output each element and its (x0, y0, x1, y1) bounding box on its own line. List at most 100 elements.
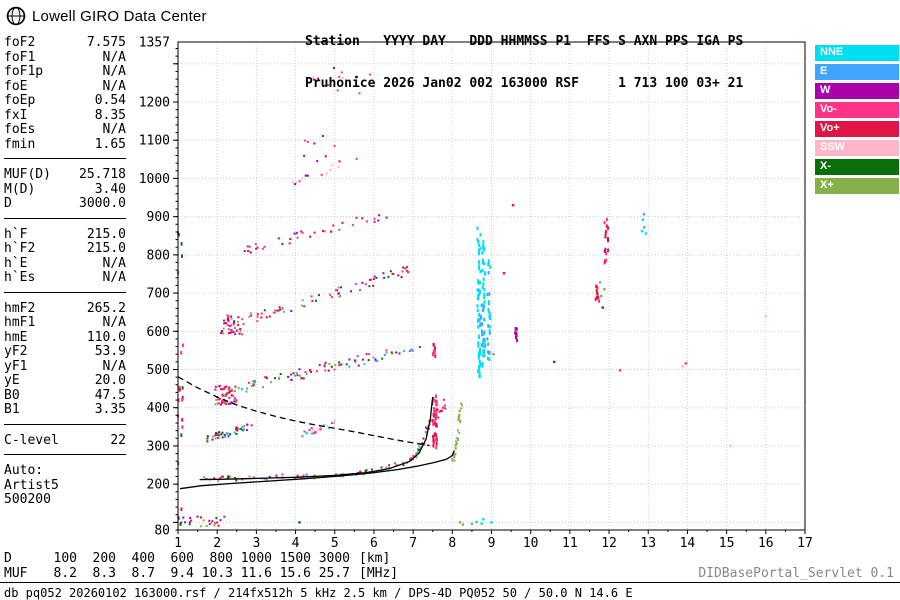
measurement-info-line: db pq052 20260102 163000.rsf / 214fx512h… (4, 586, 633, 600)
param-value: 8.35 (94, 107, 126, 123)
auto-line: Auto: (4, 463, 44, 478)
param-row-hmf2: hmF2 265.2 (4, 300, 126, 317)
dmuf-row-d: D 100 200 400 600 800 1000 1500 3000 [km] (4, 552, 398, 566)
param-row-fof2: foF2 7.575 (4, 35, 126, 51)
y-tick-label: 1100 (139, 134, 170, 149)
echo-cluster-left-interference (177, 231, 184, 526)
param-label: foE (4, 78, 28, 94)
x-tick-label: 2 (213, 536, 221, 551)
param-row-foep: foEp 0.54 (4, 93, 126, 109)
param-value: 3000.0 (79, 196, 126, 211)
y-tick-label: 700 (147, 287, 170, 302)
echo-cluster-f-cusp-aux (436, 398, 447, 419)
dmuf-value: 9.4 (170, 566, 194, 581)
parameter-panel: foF2 7.575 foF1 N/A foF1p N/A foE N/A foEp 0.54 fx… (4, 35, 126, 508)
bottom-divider (0, 582, 900, 583)
param-row-fmin: fmin 1.65 (4, 136, 126, 153)
param-value: 7.575 (86, 35, 126, 50)
param-row-d: D 3000.0 (4, 196, 126, 212)
param-section-3: hmF2 265.2 hmF1 N/A hmE 110.0 yF2 53.9 yF1 N/A yE 2… (4, 300, 126, 425)
param-row-hf: h`F 215.0 (4, 226, 126, 243)
param-value: 265.2 (86, 300, 126, 316)
legend-item-vo: Vo+ (815, 121, 899, 137)
param-value: N/A (102, 358, 126, 374)
dmuf-value: 600 (170, 551, 194, 566)
dmuf-value: 8.7 (131, 566, 155, 581)
param-value: 0.54 (94, 93, 126, 108)
echo-cluster-hop5-band (291, 157, 358, 186)
y-tick-label: 500 (147, 363, 170, 378)
station-header-line1: Station YYYY DAY DDD HHMMSS P1 FFS S AXN… (305, 34, 744, 49)
y-axis-labels: 1357 1200 1100 1000 900 800 700 600 500 400 300 200… (139, 36, 170, 539)
dmuf-value: 200 (92, 551, 116, 566)
echo-cluster-e-region-noise (177, 515, 226, 528)
y-tick-label: 300 (147, 439, 170, 454)
echo-cluster-top-specks-mid (303, 135, 336, 163)
x-tick-label: 6 (370, 536, 378, 551)
x-axis-labels: 1 2 3 4 5 6 7 8 9 10 11 12 13 14 15 16 17 (174, 536, 813, 551)
param-label: fmin (4, 136, 36, 152)
echo-cluster-red-9-6 (514, 327, 519, 343)
echo-direction-legend: NNE E W Vo- Vo+ SSW X- X+ (815, 45, 899, 197)
dmuf-value: 8.3 (92, 566, 116, 581)
echo-cluster-spread-f-cyan-1 (476, 226, 482, 379)
param-label: hmE (4, 329, 28, 345)
param-label: foF1 (4, 49, 36, 65)
dmuf-value: 1500 (279, 551, 311, 566)
param-row-fof1: foF1 N/A (4, 49, 126, 66)
param-label: yF2 (4, 344, 28, 359)
dmuf-value: 15.6 (279, 566, 311, 581)
x-tick-label: 10 (523, 536, 539, 551)
echo-cluster-stripe-low (206, 423, 253, 443)
param-value: N/A (102, 49, 126, 65)
param-label: foF2 (4, 35, 36, 50)
param-label: h`F (4, 226, 28, 242)
y-tick-label: 600 (147, 325, 170, 340)
echo-cluster-hop2-dense (214, 384, 238, 406)
param-label: M(D) (4, 181, 36, 197)
x-tick-label: 12 (601, 536, 617, 551)
dmuf-value: 1000 (240, 551, 272, 566)
param-row-ye: yE 20.0 (4, 373, 126, 389)
dmuf-value: 400 (131, 551, 155, 566)
param-value: N/A (102, 64, 126, 79)
param-row-b1: B1 3.35 (4, 402, 126, 418)
x-tick-label: 11 (562, 536, 578, 551)
param-section-1: MUF(D) 25.718 M(D) 3.40 D 3000.0 (4, 167, 126, 219)
y-tick-label: 400 (147, 401, 170, 416)
param-row-yf1: yF1 N/A (4, 358, 126, 375)
dmuf-value: 10.3 (201, 566, 233, 581)
param-row-hes: h`Es N/A (4, 270, 126, 286)
param-value: 25.718 (79, 167, 126, 182)
param-row-mufd: MUF(D) 25.718 (4, 167, 126, 183)
trace-artist-o-trace (199, 396, 434, 481)
param-value: N/A (102, 255, 126, 271)
auto-scaling-block: Auto: Artist5 500200 (4, 463, 126, 508)
legend-item-x: X- (815, 159, 899, 175)
y-tick-label: 80 (154, 524, 170, 539)
auto-line: Artist5 (4, 477, 59, 493)
param-label: MUF(D) (4, 167, 51, 182)
param-label: foF1p (4, 64, 44, 79)
param-section-4: C-level 22 (4, 433, 126, 455)
echo-cluster-cyan-12-9 (640, 213, 648, 235)
param-value: 3.40 (94, 181, 126, 197)
param-label: yE (4, 373, 20, 388)
dmuf-value: 8.2 (53, 566, 77, 581)
echo-points-layer (177, 66, 767, 528)
param-label: yF1 (4, 358, 28, 374)
param-row-he: h`E N/A (4, 255, 126, 272)
dmuf-value: 3000 (318, 551, 350, 566)
param-label: D (4, 196, 12, 211)
echo-cluster-es-high-freq (298, 518, 493, 526)
param-row-hmf1: hmF1 N/A (4, 315, 126, 331)
param-value: N/A (102, 315, 126, 330)
x-tick-label: 14 (680, 536, 696, 551)
dmuf-unit: [MHz] (359, 566, 399, 581)
param-label: h`Es (4, 270, 36, 285)
echo-cluster-f-cusp-o-upper (432, 342, 437, 358)
echo-cluster-hop3-band (242, 266, 410, 326)
y-tick-label: 1357 (139, 36, 170, 51)
